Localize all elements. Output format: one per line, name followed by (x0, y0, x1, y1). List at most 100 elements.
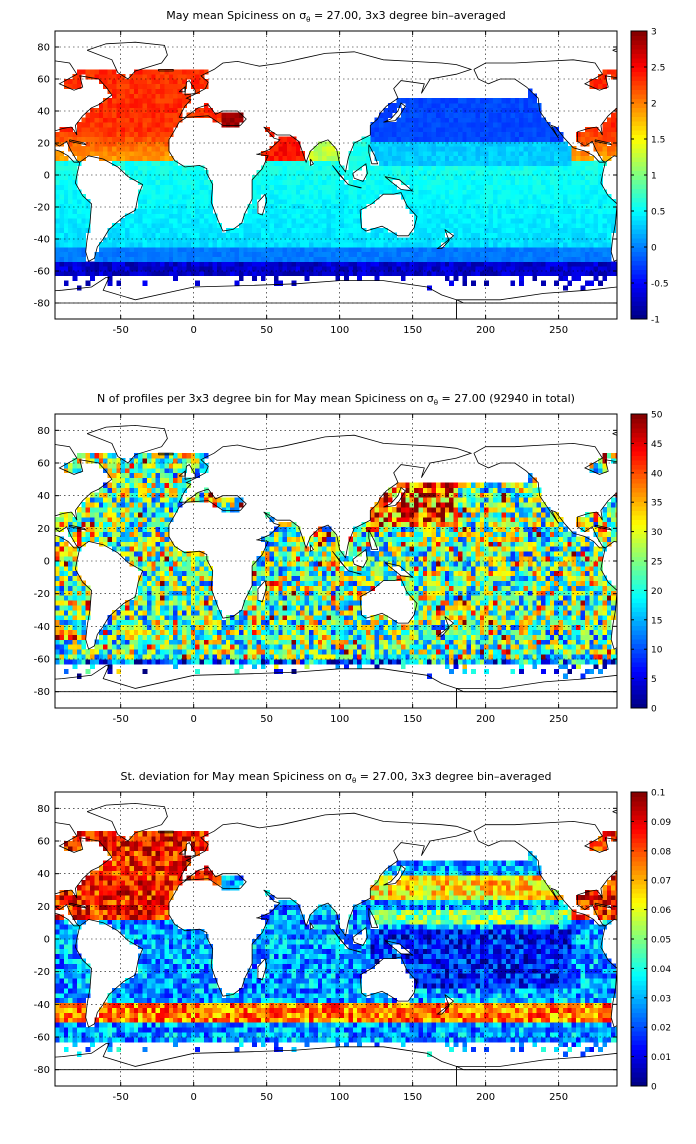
data-cell (489, 228, 494, 233)
data-cell (169, 649, 174, 654)
data-cell (348, 209, 353, 214)
data-cell (502, 204, 507, 209)
data-cell (160, 74, 165, 79)
data-cell (261, 189, 266, 194)
data-cell (397, 151, 402, 156)
data-cell (480, 233, 485, 238)
data-cell (510, 137, 515, 142)
data-cell (55, 541, 60, 546)
data-cell (59, 620, 64, 625)
data-cell (287, 146, 292, 151)
data-cell (410, 113, 415, 118)
data-cell (357, 242, 362, 247)
data-cell (392, 237, 397, 242)
data-cell (138, 156, 143, 161)
data-cell (291, 252, 296, 257)
data-cell (112, 537, 117, 542)
data-cell (335, 213, 340, 218)
data-cell (81, 247, 86, 252)
data-cell (64, 213, 69, 218)
data-cell (147, 165, 152, 170)
data-cell (151, 502, 156, 507)
data-cell (322, 189, 327, 194)
data-cell (449, 180, 454, 185)
data-cell (418, 271, 423, 276)
data-cell (270, 218, 275, 223)
data-cell (506, 257, 511, 262)
data-cell (160, 252, 165, 257)
data-cell (532, 151, 537, 156)
data-cell (484, 261, 489, 266)
data-cell (182, 233, 187, 238)
data-cell (576, 175, 581, 180)
data-cell (427, 165, 432, 170)
data-cell (287, 151, 292, 156)
data-cell (116, 89, 121, 94)
data-cell (567, 271, 572, 276)
data-cell (510, 266, 515, 271)
data-cell (392, 122, 397, 127)
data-cell (528, 266, 533, 271)
data-cell (602, 69, 607, 74)
data-cell (125, 137, 130, 142)
data-cell (545, 170, 550, 175)
data-cell (313, 228, 318, 233)
data-cell (454, 257, 459, 262)
data-cell (462, 271, 467, 276)
data-cell (90, 654, 95, 659)
data-cell (291, 185, 296, 190)
data-cell (147, 69, 152, 74)
data-cell (493, 223, 498, 228)
data-cell (550, 151, 555, 156)
data-cell (545, 132, 550, 137)
data-cell (112, 453, 117, 458)
data-cell (129, 146, 134, 151)
data-cell (116, 74, 121, 79)
data-cell (116, 117, 121, 122)
data-cell (484, 257, 489, 262)
data-cell (427, 113, 432, 118)
data-cell (195, 213, 200, 218)
data-cell (81, 146, 86, 151)
data-cell (156, 586, 161, 591)
data-cell (454, 199, 459, 204)
data-cell (138, 541, 143, 546)
data-cell (454, 189, 459, 194)
data-cell (532, 213, 537, 218)
data-cell (489, 271, 494, 276)
data-cell (550, 141, 555, 146)
data-cell (379, 146, 384, 151)
data-cell (138, 103, 143, 108)
data-cell (134, 458, 139, 463)
data-cell (484, 180, 489, 185)
data-cell (156, 463, 161, 468)
data-cell (528, 257, 533, 262)
data-cell (134, 257, 139, 262)
data-cell (274, 189, 279, 194)
data-cell (77, 199, 82, 204)
data-cell (151, 492, 156, 497)
data-cell (567, 170, 572, 175)
data-cell (410, 180, 415, 185)
data-cell (200, 170, 205, 175)
data-cell (445, 252, 450, 257)
data-cell (427, 194, 432, 199)
colorbar-step (631, 76, 647, 81)
data-cell (432, 161, 437, 166)
data-cell (458, 122, 463, 127)
data-cell (576, 266, 581, 271)
data-cell (291, 170, 296, 175)
data-cell (186, 170, 191, 175)
data-cell (379, 151, 384, 156)
data-cell (362, 151, 367, 156)
data-cell (357, 266, 362, 271)
data-cell (401, 237, 406, 242)
data-cell (353, 233, 358, 238)
data-cell (73, 586, 78, 591)
data-cell (300, 242, 305, 247)
data-cell (318, 242, 323, 247)
data-cell (138, 522, 143, 527)
data-cell (467, 185, 472, 190)
data-cell (178, 84, 183, 89)
data-cell (348, 199, 353, 204)
